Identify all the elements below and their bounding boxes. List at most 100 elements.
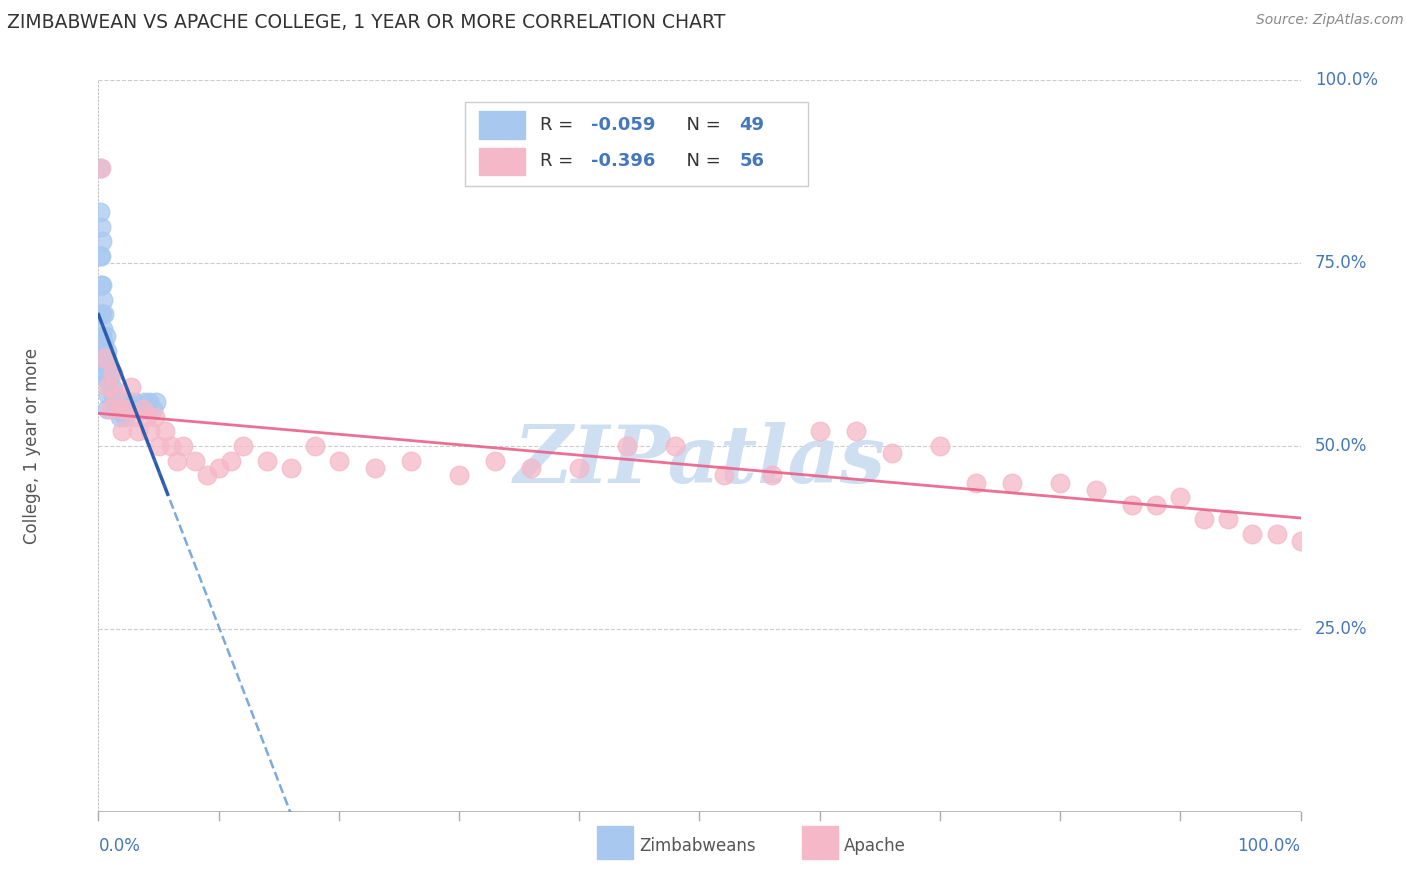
Text: 49: 49 [740,116,763,134]
Point [90,307,112,321]
Text: ZIMBABWEAN VS APACHE COLLEGE, 1 YEAR OR MORE CORRELATION CHART: ZIMBABWEAN VS APACHE COLLEGE, 1 YEAR OR … [7,13,725,32]
Text: R =: R = [540,116,579,134]
Point [256,453,278,467]
Point [103,395,125,409]
Point [761,468,783,483]
Point [112,402,135,417]
Point [91,307,114,321]
Point [520,461,543,475]
Point [101,366,124,380]
Point [127,425,149,439]
Point [928,439,950,453]
Point [96,402,118,417]
Point [1001,475,1024,490]
Point [93,307,115,321]
Point [183,453,205,467]
Point [135,409,157,424]
Point [107,395,129,409]
Text: 56: 56 [740,153,763,170]
Point [808,425,831,439]
Text: Apache: Apache [844,837,905,855]
Point [880,446,903,460]
Point [713,468,735,483]
Text: 100.0%: 100.0% [1237,838,1301,855]
Point [148,439,170,453]
Point [90,278,112,293]
Point [120,402,142,417]
Point [138,395,160,409]
Text: 75.0%: 75.0% [1315,254,1368,272]
Point [104,402,127,417]
Point [132,395,155,409]
Point [89,205,111,219]
Point [143,409,166,424]
Point [568,461,591,475]
Point [131,402,153,417]
Point [120,380,142,394]
Point [1241,526,1264,541]
Point [399,453,422,467]
Point [1218,512,1240,526]
Point [90,249,112,263]
Point [114,409,136,424]
Point [153,425,176,439]
Point [98,373,121,387]
Point [100,402,122,417]
Point [1194,512,1216,526]
Point [110,402,132,417]
Point [172,439,194,453]
Point [1121,498,1143,512]
Point [132,402,155,417]
Point [105,388,128,402]
Point [616,439,638,453]
Point [100,366,122,380]
Point [124,409,146,424]
Point [1265,526,1288,541]
Point [91,234,114,248]
Point [91,293,114,307]
Bar [479,111,526,139]
Point [280,461,302,475]
Bar [479,147,526,176]
Point [91,329,114,343]
Point [304,439,326,453]
Point [108,402,131,417]
Point [195,468,218,483]
Point [101,388,124,402]
Point [89,249,111,263]
Point [364,461,387,475]
Point [232,439,254,453]
Point [447,468,470,483]
Text: 25.0%: 25.0% [1315,620,1368,638]
Point [139,425,162,439]
Point [91,351,114,366]
Point [208,461,231,475]
Point [124,395,146,409]
Point [1144,498,1167,512]
Point [108,402,131,417]
Text: ZIPatlas: ZIPatlas [513,422,886,500]
Text: 100.0%: 100.0% [1315,71,1378,89]
Point [1289,534,1312,549]
Point [159,439,181,453]
Point [117,395,139,409]
Point [91,322,114,336]
Text: N =: N = [675,153,727,170]
Point [96,373,118,387]
Point [111,425,134,439]
Point [97,380,120,394]
Bar [598,826,633,859]
Point [111,395,134,409]
Point [664,439,686,453]
Point [328,453,350,467]
Point [484,453,506,467]
Text: Zimbabweans: Zimbabweans [640,837,756,855]
Point [105,402,128,417]
Point [141,402,163,417]
Point [90,219,112,234]
Point [115,402,138,417]
Text: 50.0%: 50.0% [1315,437,1368,455]
Point [219,453,242,467]
Point [145,395,167,409]
Point [100,380,122,394]
